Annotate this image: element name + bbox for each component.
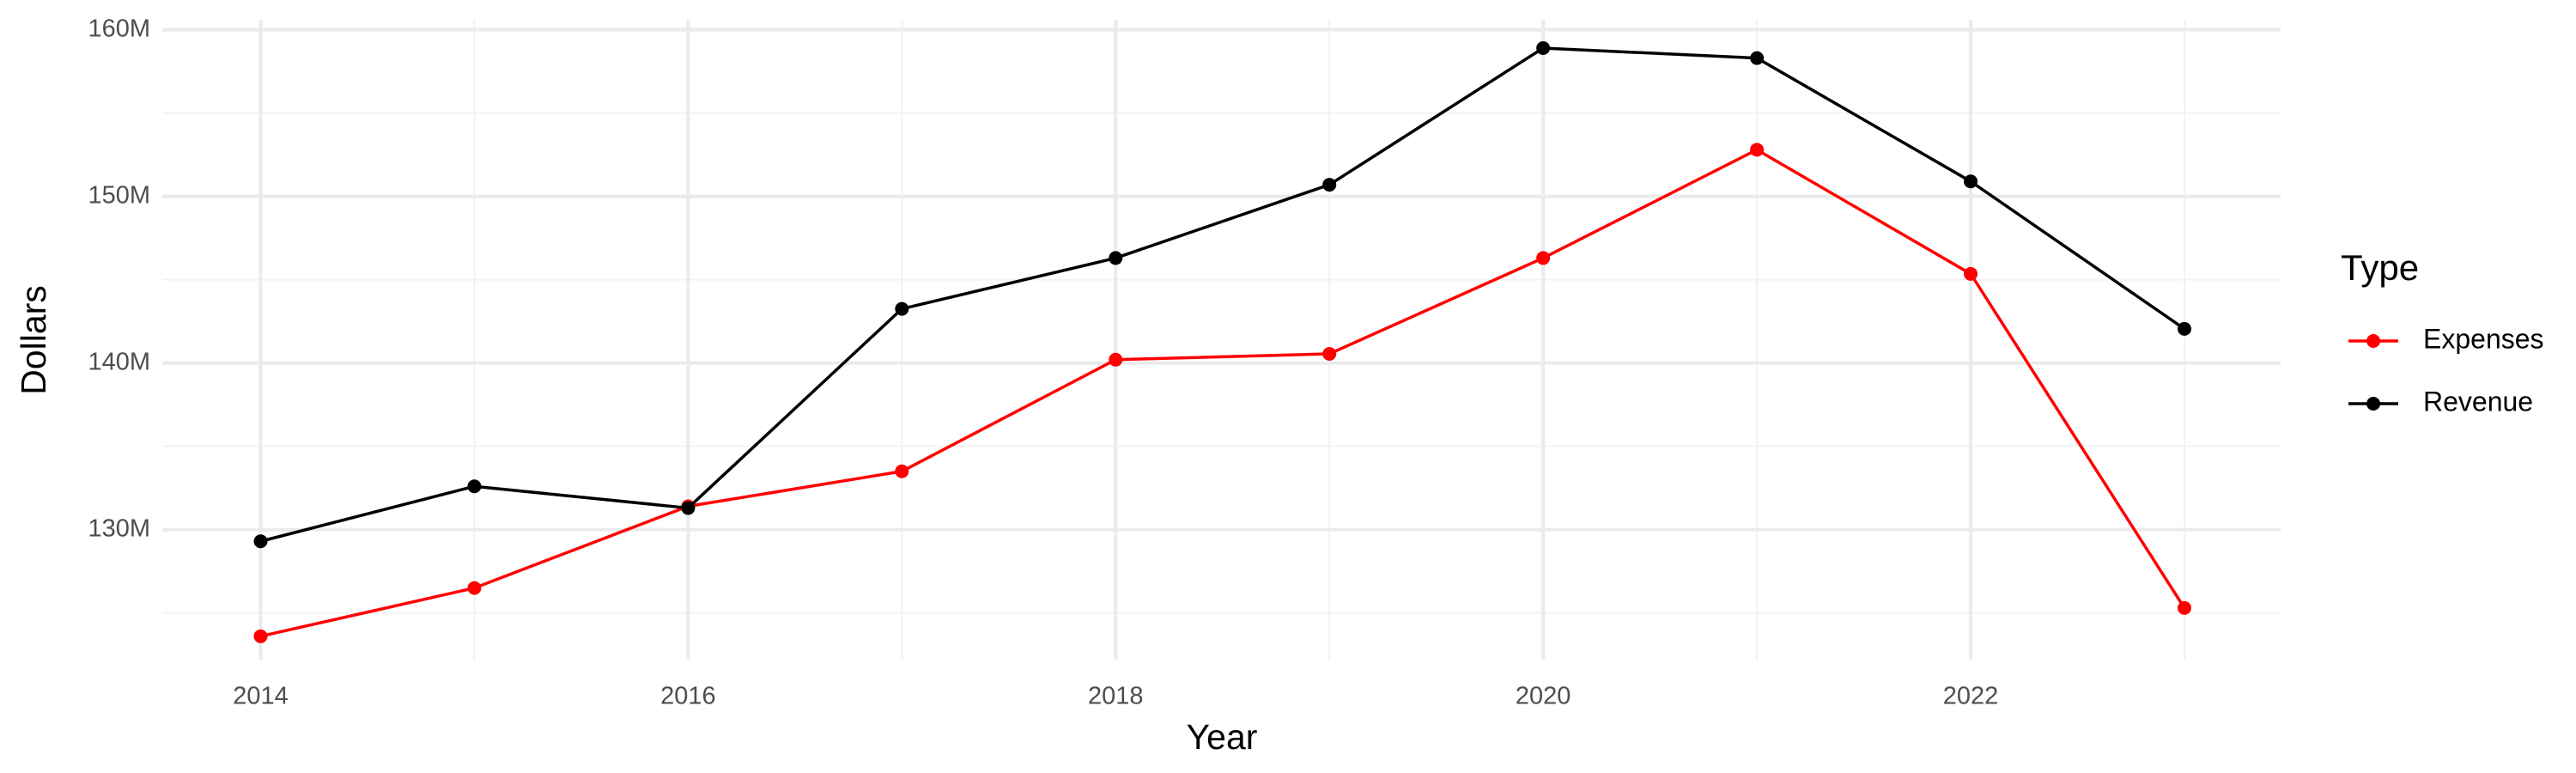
data-point — [1750, 143, 1765, 157]
legend-swatch — [2366, 397, 2380, 411]
x-tick-label: 2016 — [660, 683, 716, 710]
x-axis-title: Year — [1187, 717, 1258, 757]
data-point — [1750, 51, 1765, 65]
data-point — [1109, 251, 1123, 265]
data-point — [467, 479, 482, 494]
data-point — [1109, 352, 1123, 367]
data-point — [1964, 266, 1978, 281]
y-tick-label: 130M — [88, 514, 150, 542]
data-point — [2177, 321, 2191, 336]
legend-label: Expenses — [2423, 323, 2544, 354]
data-point — [895, 464, 909, 478]
x-tick-label: 2022 — [1943, 683, 1999, 710]
legend: Expenses Revenue — [2348, 323, 2544, 417]
data-point — [1964, 174, 1978, 189]
legend-label: Revenue — [2423, 386, 2533, 417]
y-axis-title: Dollars — [14, 285, 53, 395]
data-point — [681, 501, 696, 515]
y-tick-label: 140M — [88, 348, 150, 375]
legend-title: Type — [2341, 247, 2419, 288]
data-point — [1536, 251, 1551, 265]
x-tick-label: 2014 — [233, 683, 289, 710]
y-tick-label: 160M — [88, 15, 150, 42]
data-point — [895, 301, 909, 316]
x-tick-label: 2020 — [1516, 683, 1571, 710]
x-tick-label: 2018 — [1088, 683, 1144, 710]
data-point — [253, 629, 268, 643]
legend-swatch — [2366, 334, 2380, 348]
data-point — [2177, 600, 2191, 615]
plot-area — [253, 40, 2191, 643]
data-point — [467, 581, 482, 595]
data-point — [1536, 40, 1551, 55]
data-point — [1322, 178, 1337, 192]
series-line — [260, 148, 2186, 638]
data-point — [1322, 346, 1337, 361]
series-line — [260, 46, 2185, 543]
grid — [162, 20, 2281, 660]
y-tick-label: 150M — [88, 181, 150, 209]
data-point — [253, 534, 268, 549]
